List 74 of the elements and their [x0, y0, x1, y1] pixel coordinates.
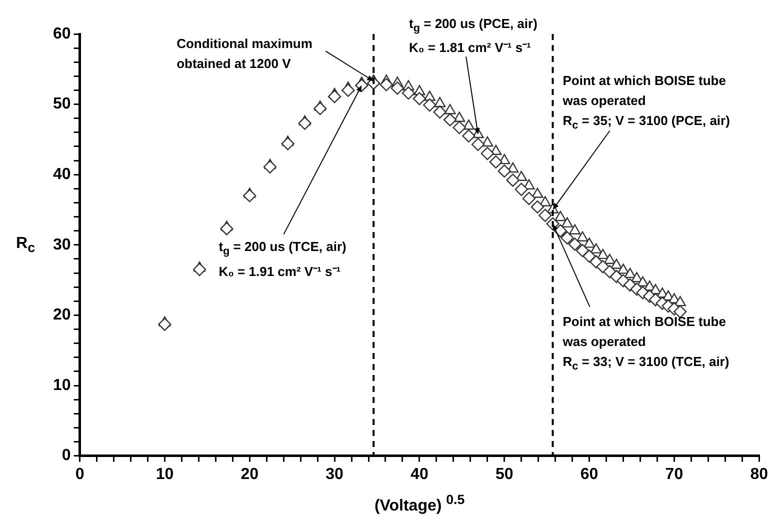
- point: [480, 146, 494, 160]
- point: [454, 112, 466, 122]
- point: [482, 136, 494, 147]
- x-tick-label: 30: [326, 466, 344, 483]
- point: [576, 231, 588, 242]
- x-tick-label: 0: [75, 466, 84, 483]
- point: [298, 116, 312, 130]
- x-tick-label: 50: [495, 466, 514, 483]
- y-tick-label: 0: [62, 447, 71, 464]
- point: [597, 248, 609, 260]
- x-tick-label: 40: [410, 466, 428, 483]
- point: [314, 102, 327, 116]
- point: [471, 138, 485, 151]
- y-tick-label: 50: [53, 96, 71, 113]
- point: [590, 243, 602, 254]
- point: [568, 238, 582, 251]
- annotation: Point at which BOISE tube was operated R$_{c}$ = 35; V = 3100 (PCE, air): [562, 72, 730, 134]
- point: [604, 254, 616, 264]
- point: [576, 244, 590, 258]
- point: [192, 262, 206, 276]
- annotation: t$_{g}$ = 200 us (TCE, air) K₀ = 1.91 cm² V⁻¹ s⁻¹: [218, 238, 346, 281]
- point: [443, 113, 457, 126]
- point: [554, 224, 568, 238]
- annotation: t$_{g}$ = 200 us (PCE, air) K₀ = 1.81 cm² V⁻¹ s⁻¹: [409, 14, 538, 58]
- point: [569, 224, 581, 234]
- point: [539, 196, 551, 206]
- point: [583, 238, 596, 248]
- x-axis-title: (Voltage) $^{0.5}$: [374, 492, 465, 516]
- x-tick-label: 80: [750, 466, 768, 483]
- point: [603, 265, 616, 278]
- point: [561, 217, 573, 228]
- point: [328, 90, 342, 104]
- y-tick-label: 20: [53, 306, 71, 324]
- point: [617, 264, 630, 274]
- point: [489, 155, 502, 169]
- point: [522, 192, 536, 206]
- point: [243, 189, 256, 202]
- point: [158, 318, 172, 331]
- y-tick-label: 40: [53, 166, 71, 184]
- point: [402, 86, 416, 100]
- point: [514, 182, 528, 196]
- annotation: Point at which BOISE tube was operated R$_{c}$ = 33; V = 3100 (TCE, air): [562, 312, 730, 374]
- y-tick-label: 30: [53, 236, 71, 254]
- x-tick-label: 70: [665, 466, 684, 483]
- point: [220, 222, 234, 236]
- x-tick-label: 60: [580, 466, 598, 483]
- y-axis-title: R$_{c}$: [16, 234, 35, 256]
- annotation: Conditional maximum obtained at 1200 V: [176, 35, 312, 74]
- y-tick-label: 10: [53, 376, 71, 394]
- point: [452, 120, 466, 134]
- point: [532, 188, 544, 198]
- point: [498, 164, 511, 178]
- point: [610, 258, 622, 269]
- point: [530, 200, 544, 214]
- point: [554, 210, 566, 222]
- point: [506, 174, 520, 187]
- point: [462, 129, 476, 143]
- point: [560, 231, 574, 244]
- point: [516, 170, 528, 182]
- point: [444, 104, 456, 114]
- point: [624, 268, 636, 278]
- point: [412, 92, 426, 106]
- x-tick-label: 10: [156, 466, 174, 483]
- y-tick-label: 60: [53, 25, 71, 42]
- point: [380, 78, 393, 92]
- x-tick-label: 20: [240, 466, 259, 483]
- point: [342, 84, 355, 97]
- point: [433, 105, 446, 119]
- point: [434, 96, 446, 108]
- point: [263, 160, 277, 174]
- point: [538, 208, 552, 222]
- point: [423, 98, 436, 112]
- point: [281, 137, 294, 150]
- point: [390, 82, 404, 95]
